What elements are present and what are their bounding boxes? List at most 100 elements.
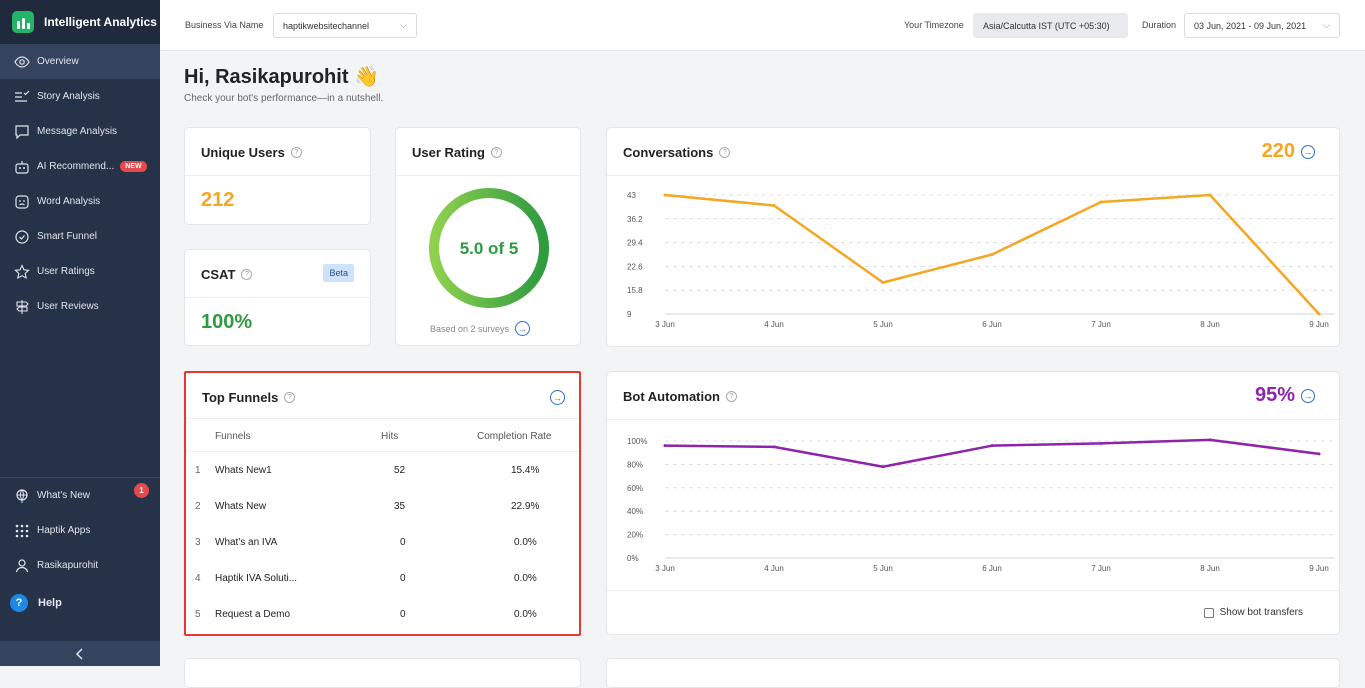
sidebar-item-overview[interactable]: Overview — [0, 44, 160, 79]
business-label: Business Via Name — [185, 20, 264, 30]
sidebar-item-ai-recommendations[interactable]: AI Recommend... NEW — [0, 149, 160, 184]
new-badge: NEW — [120, 161, 147, 172]
x-tick-label: 6 Jun — [982, 564, 1002, 573]
duration-label: Duration — [1142, 20, 1177, 30]
data-point[interactable] — [1317, 452, 1321, 456]
collapse-sidebar-button[interactable] — [0, 641, 160, 666]
y-tick-label: 60% — [627, 484, 643, 493]
card-title: User Rating? — [412, 145, 502, 160]
data-point[interactable] — [881, 465, 885, 469]
funnel-rate: 0.0% — [514, 609, 537, 620]
help-circle-icon[interactable]: ? — [490, 147, 502, 158]
show-bot-transfers-toggle[interactable]: Show bot transfers — [1203, 607, 1303, 618]
arrow-right-icon[interactable]: → — [550, 390, 565, 405]
table-row[interactable]: 3 What's an IVA 0 0.0% — [186, 525, 579, 561]
funnel-rate: 0.0% — [514, 537, 537, 548]
column-header-hits: Hits — [381, 431, 399, 442]
sidebar-item-message-analysis[interactable]: Message Analysis — [0, 114, 160, 149]
help-circle-icon[interactable]: ? — [726, 391, 737, 402]
sidebar-item-user-ratings[interactable]: User Ratings — [0, 254, 160, 289]
table-row[interactable]: 1 Whats New1 52 15.4% — [186, 453, 579, 489]
funnel-name: Haptik IVA Soluti... — [215, 573, 298, 584]
arrow-right-icon[interactable]: → — [1301, 144, 1315, 159]
business-select[interactable]: haptikwebsitechannel ⌵ — [273, 13, 417, 38]
help-circle-icon[interactable]: ? — [719, 147, 731, 158]
y-tick-label: 20% — [627, 531, 643, 540]
duration-value: 03 Jun, 2021 - 09 Jun, 2021 — [1194, 20, 1307, 31]
data-point[interactable] — [1208, 193, 1212, 197]
sidebar-item-smart-funnel[interactable]: Smart Funnel — [0, 219, 160, 254]
divider — [186, 418, 579, 419]
x-tick-label: 4 Jun — [764, 564, 784, 573]
column-header-funnels: Funnels — [215, 431, 251, 442]
card-title: Conversations? — [623, 145, 731, 160]
face-icon — [15, 194, 29, 209]
sidebar-item-story-analysis[interactable]: Story Analysis — [0, 79, 160, 114]
data-point[interactable] — [1208, 438, 1212, 442]
sidebar-item-label: AI Recommend... — [37, 161, 115, 172]
y-tick-label: 43 — [627, 191, 636, 200]
data-point[interactable] — [1099, 200, 1103, 204]
arrow-right-icon[interactable]: → — [1301, 388, 1315, 403]
data-point[interactable] — [663, 444, 667, 448]
data-point[interactable] — [881, 281, 885, 284]
funnel-name: Request a Demo — [215, 609, 291, 620]
sidebar: Intelligent Analytics Overview Story Ana… — [0, 0, 160, 666]
rating-ring: 5.0 of 5 — [429, 188, 549, 308]
funnel-rate: 22.9% — [511, 501, 540, 512]
funnel-name: Whats New1 — [215, 465, 272, 476]
table-row[interactable]: 5 Request a Demo 0 0.0% — [186, 597, 579, 633]
help-button[interactable]: ? Help — [0, 583, 160, 623]
conversations-card: Conversations? 220 → 43 36.2 29.4 22.6 15.8 9… — [606, 127, 1340, 347]
data-point[interactable] — [990, 444, 994, 448]
table-row[interactable]: 4 Haptik IVA Soluti... 0 0.0% — [186, 561, 579, 597]
sidebar-item-label: Word Analysis — [37, 196, 101, 207]
chevron-down-icon: ⌵ — [1323, 20, 1330, 30]
rating-footer-text: Based on 2 surveys — [430, 323, 510, 334]
sidebar-item-haptik-apps[interactable]: Haptik Apps — [0, 513, 160, 548]
x-tick-label: 3 Jun — [655, 564, 675, 573]
chevron-down-icon: ⌵ — [400, 20, 407, 30]
data-point[interactable] — [772, 204, 776, 207]
table-row[interactable]: 2 Whats New 35 22.9% — [186, 489, 579, 525]
data-point[interactable] — [990, 253, 994, 256]
help-icon: ? — [10, 594, 28, 612]
y-tick-label: 29.4 — [627, 239, 643, 248]
sidebar-item-label: Story Analysis — [37, 91, 100, 102]
page-title: Hi, Rasikapurohit 👋 — [184, 64, 379, 89]
chat-bubble-icon — [15, 124, 29, 139]
checkbox[interactable] — [1203, 607, 1214, 618]
data-point[interactable] — [1099, 441, 1103, 445]
data-point[interactable] — [1317, 312, 1321, 316]
y-tick-label: 15.8 — [627, 286, 643, 295]
divider — [396, 175, 580, 176]
series-line — [664, 438, 1320, 468]
star-icon — [14, 263, 30, 279]
help-circle-icon[interactable]: ? — [290, 147, 302, 158]
sidebar-item-label: Smart Funnel — [37, 231, 98, 242]
data-point[interactable] — [663, 193, 667, 197]
help-circle-icon[interactable]: ? — [284, 392, 296, 403]
data-point[interactable] — [772, 445, 776, 449]
y-tick-label: 80% — [627, 460, 643, 469]
x-tick-label: 8 Jun — [1200, 564, 1220, 573]
brand[interactable]: Intelligent Analytics — [0, 0, 160, 44]
wave-icon: 👋 — [354, 66, 379, 88]
funnel-rate: 15.4% — [511, 465, 540, 476]
logo-icon — [12, 11, 34, 33]
funnel-name: Whats New — [215, 501, 267, 512]
funnel-hits: 35 — [394, 501, 406, 512]
sidebar-item-user-reviews[interactable]: User Reviews — [0, 289, 160, 324]
sidebar-item-word-analysis[interactable]: Word Analysis — [0, 184, 160, 219]
duration-picker[interactable]: 03 Jun, 2021 - 09 Jun, 2021 ⌵ — [1184, 13, 1340, 38]
user-rating-card: User Rating? 5.0 of 5 Based on 2 surveys… — [395, 127, 581, 346]
card-title-text: Top Funnels — [202, 390, 279, 405]
x-tick-label: 7 Jun — [1091, 320, 1111, 329]
help-circle-icon[interactable]: ? — [241, 269, 253, 280]
sidebar-item-whats-new[interactable]: What's New 1 — [0, 478, 160, 513]
notification-count: 1 — [134, 483, 149, 498]
divider — [607, 175, 1339, 176]
sidebar-item-user-profile[interactable]: Rasikapurohit — [0, 548, 160, 583]
arrow-right-icon[interactable]: → — [515, 321, 531, 336]
page-subtitle: Check your bot's performance—in a nutshe… — [184, 93, 384, 104]
